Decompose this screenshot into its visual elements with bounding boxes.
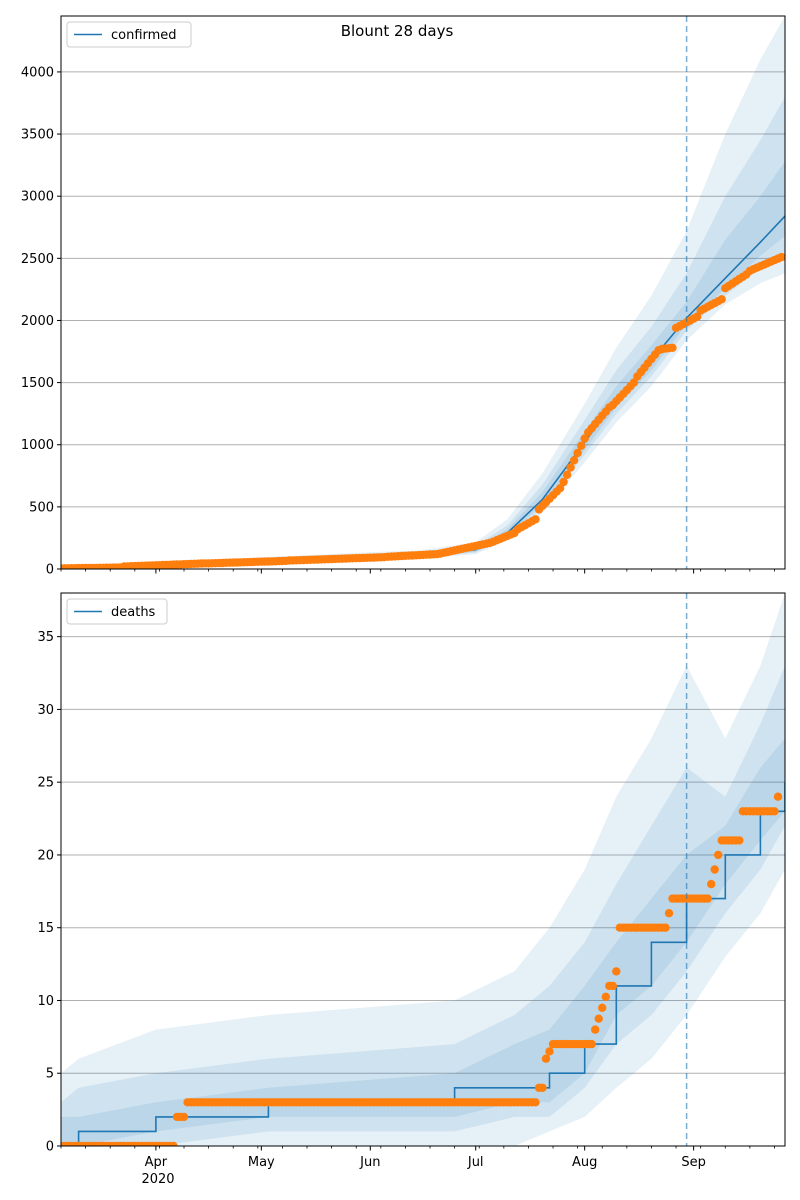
observed-point: [573, 448, 582, 458]
observed-point: [591, 1025, 600, 1034]
plot-area: [61, 16, 785, 569]
observed-point: [717, 295, 726, 304]
uncertainty-band: [61, 738, 785, 1146]
observed-point: [531, 1098, 540, 1107]
observed-point: [587, 1039, 596, 1049]
y-tick-label: 35: [37, 630, 54, 645]
observed-point: [179, 1112, 189, 1122]
y-tick-label: 0: [46, 563, 54, 578]
observed-point: [629, 378, 639, 387]
year-label: 2020: [141, 1172, 174, 1187]
y-tick-label: 4000: [21, 65, 54, 80]
y-tick-label: 500: [29, 500, 54, 515]
observed-point: [661, 923, 670, 932]
axes-frame: [60, 592, 786, 1147]
observed-point: [580, 434, 589, 443]
x-tick-label: Jul: [467, 1155, 484, 1170]
x-tick-label: Aug: [572, 1155, 597, 1170]
observed-point: [777, 252, 785, 262]
y-tick-label: 3000: [21, 190, 54, 205]
legend-box: [66, 21, 192, 48]
observed-point: [559, 477, 568, 487]
legend-label: deaths: [111, 605, 156, 620]
observed-point: [569, 456, 579, 465]
legend: deaths: [66, 598, 168, 625]
observed-point: [703, 894, 712, 903]
uncertainty-band: [61, 161, 785, 569]
y-tick-label: 0: [46, 1140, 54, 1155]
observed-point: [541, 1054, 551, 1063]
observed-point: [545, 1047, 554, 1056]
legend-box: [66, 598, 168, 625]
figure-title: Blount 28 days: [341, 22, 454, 40]
observed-point: [594, 1014, 603, 1023]
observed-point: [562, 470, 572, 479]
y-tick-label: 10: [37, 994, 54, 1009]
observed-point: [710, 865, 719, 874]
y-tick-label: 3500: [21, 128, 54, 143]
uncertainty-band: [61, 16, 785, 569]
observed-point: [612, 967, 621, 976]
y-tick-label: 2000: [21, 314, 54, 329]
uncertainty-band: [61, 665, 785, 1146]
observed-point: [577, 441, 586, 450]
observed-point: [598, 1003, 607, 1012]
observed-point: [538, 1083, 547, 1093]
observed-point: [668, 343, 677, 352]
observed-point: [169, 1141, 178, 1146]
axes-frame: [60, 15, 786, 570]
y-tick-label: 25: [37, 776, 54, 791]
y-tick-label: 1500: [21, 376, 54, 391]
observed-point: [608, 981, 617, 991]
y-tick-label: 2500: [21, 252, 54, 267]
y-tick-label: 1000: [21, 438, 54, 453]
y-tick-label: 15: [37, 921, 54, 936]
observed-point: [707, 879, 716, 889]
observed-point: [770, 807, 779, 816]
observed-point: [566, 463, 575, 472]
observed-point: [735, 836, 744, 845]
observed-point: [692, 312, 702, 321]
observed-point: [601, 992, 610, 1001]
observed-point: [664, 909, 674, 918]
x-tick-label: Jun: [359, 1155, 380, 1170]
y-tick-label: 30: [37, 703, 54, 718]
legend: confirmed: [66, 21, 192, 48]
deaths-panel: 0 5 10 15 20 25 30 35 Apr May Jun Jul Aug Sep deaths: [37, 592, 786, 1170]
x-tick-label: May: [248, 1155, 275, 1170]
x-tick-label: Sep: [681, 1155, 706, 1170]
observed-point: [773, 792, 783, 801]
x-tick-label: Apr: [145, 1155, 168, 1170]
legend-label: confirmed: [111, 28, 177, 43]
observed-point: [531, 515, 540, 524]
y-tick-label: 20: [37, 848, 54, 863]
plot-area: [61, 593, 785, 1146]
observed-point: [555, 484, 565, 493]
observed-point: [714, 850, 723, 860]
confirmed-panel: 0 500 1000 1500 2000 2500 3000 3500 4000 confirme…: [21, 15, 786, 578]
y-tick-label: 5: [46, 1067, 54, 1082]
